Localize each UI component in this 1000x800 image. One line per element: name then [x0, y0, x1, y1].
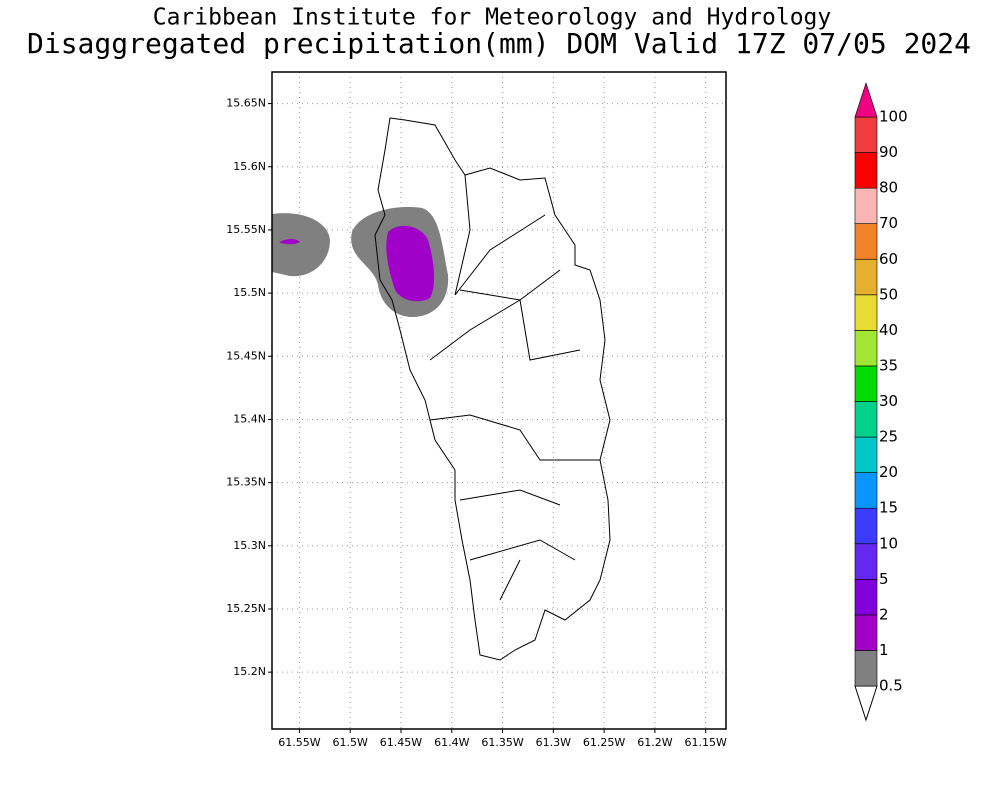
y-tick-label: 15.25N — [226, 602, 266, 615]
colorbar-box — [854, 436, 878, 473]
colorbar-label: 50 — [879, 285, 898, 303]
x-tick-label: 61.35W — [481, 736, 523, 749]
y-tick-label: 15.45N — [226, 349, 266, 362]
colorbar-label: 100 — [879, 108, 908, 126]
coastline — [374, 117, 611, 661]
colorbar-label: 25 — [879, 428, 898, 446]
colorbar-label: 2 — [879, 605, 889, 623]
colorbar-label: 40 — [879, 321, 898, 339]
map-frame — [271, 71, 727, 730]
colorbar-box — [854, 365, 878, 402]
colorbar-box — [854, 116, 878, 153]
colorbar-label: 10 — [879, 534, 898, 552]
island — [374, 117, 611, 661]
x-tick-label: 61.4W — [434, 736, 469, 749]
colorbar-lower-arrow — [854, 685, 878, 722]
colorbar-box — [854, 401, 878, 438]
subtitle: Disaggregated precipitation(mm) DOM Vali… — [27, 27, 971, 60]
precip-field — [272, 207, 449, 318]
colorbar-box — [854, 223, 878, 260]
precip-area — [272, 213, 330, 277]
title: Caribbean Institute for Meteorology and … — [153, 5, 832, 31]
grid — [272, 72, 726, 729]
x-tick-label: 61.3W — [536, 736, 571, 749]
colorbar-box — [854, 152, 878, 189]
colorbar-upper-arrow — [854, 82, 878, 118]
colorbar-label: 1 — [879, 641, 889, 659]
colorbar-label: 20 — [879, 463, 898, 481]
colorbar-box — [854, 258, 878, 296]
colorbar-label: 5 — [879, 570, 889, 588]
y-tick-label: 15.3N — [233, 539, 266, 552]
y-tick-label: 15.65N — [226, 97, 266, 110]
y-tick-label: 15.35N — [226, 476, 266, 489]
y-tick-label: 15.6N — [233, 160, 266, 173]
y-tick-label: 15.4N — [233, 412, 266, 425]
x-tick-label: 61.55W — [278, 736, 320, 749]
colorbar-box — [854, 187, 878, 224]
x-tick-label: 61.5W — [333, 736, 368, 749]
colorbar-box — [854, 543, 878, 580]
colorbar-box — [854, 507, 878, 545]
x-tick-label: 61.25W — [583, 736, 625, 749]
x-tick-label: 61.15W — [684, 736, 726, 749]
colorbar-label: 60 — [879, 250, 898, 268]
colorbar-label: 80 — [879, 179, 898, 197]
precip-area — [279, 239, 300, 245]
colorbar-label: 0.5 — [879, 677, 903, 695]
colorbar-label: 30 — [879, 392, 898, 410]
colorbar-label: 15 — [879, 499, 898, 517]
x-tick-label: 61.2W — [637, 736, 672, 749]
y-tick-label: 15.2N — [233, 665, 266, 678]
colorbar-box — [854, 579, 878, 616]
colorbar-box — [854, 330, 878, 367]
y-tick-label: 15.5N — [233, 286, 266, 299]
colorbar-box — [854, 294, 878, 331]
y-tick-label: 15.55N — [226, 223, 266, 236]
colorbar-label: 35 — [879, 356, 898, 374]
colorbar-box — [854, 472, 878, 509]
precip-area — [386, 225, 435, 302]
district-boundary — [429, 174, 600, 601]
x-tick-label: 61.45W — [380, 736, 422, 749]
colorbar-label: 70 — [879, 214, 898, 232]
colorbar-box — [854, 650, 878, 687]
colorbar-label: 90 — [879, 143, 898, 161]
colorbar-box — [854, 614, 878, 651]
